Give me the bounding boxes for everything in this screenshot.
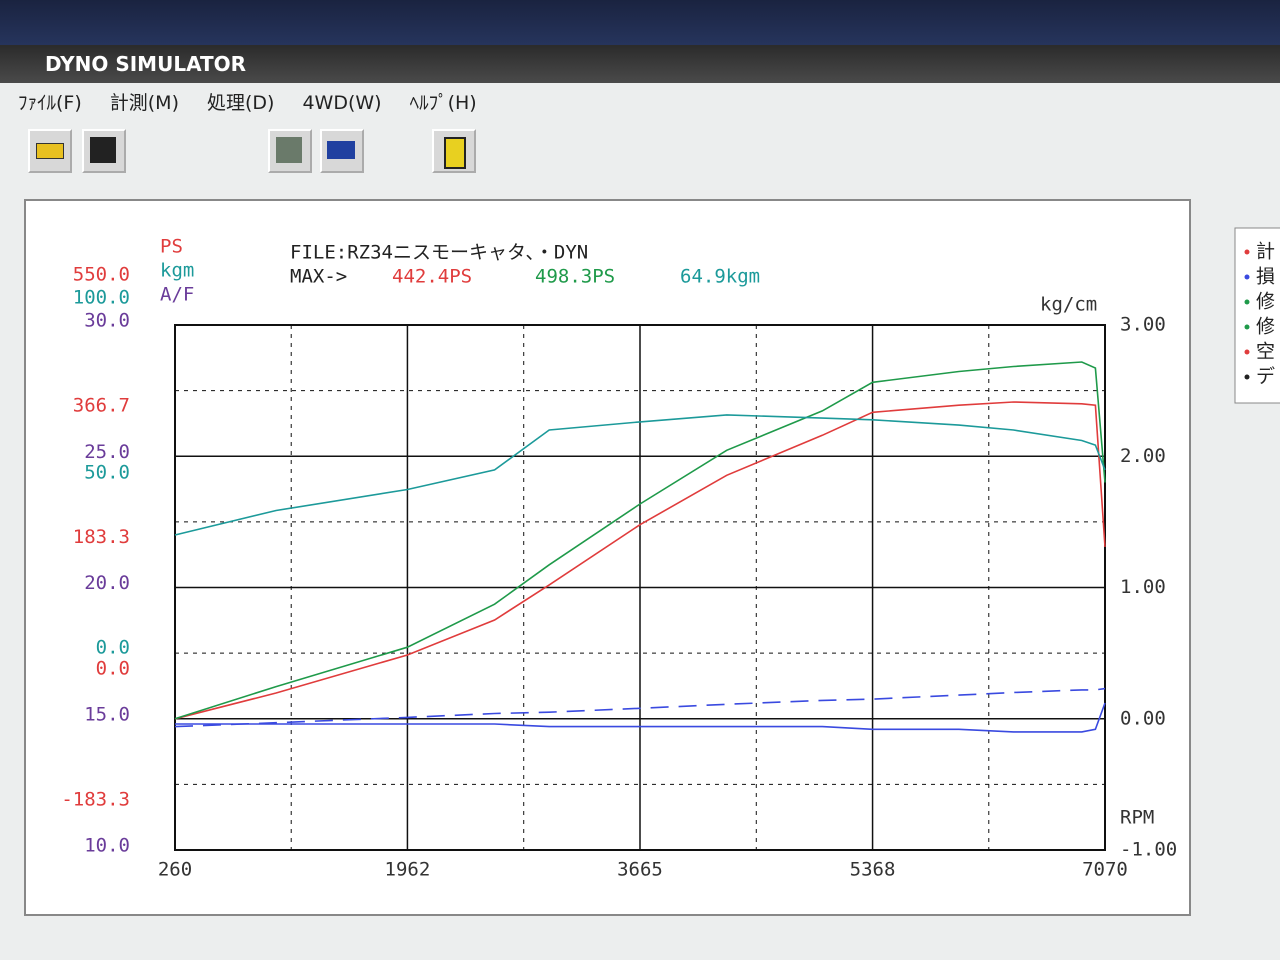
menu-item[interactable]: 処理(D) [206, 92, 275, 114]
list-bullet [1244, 274, 1250, 280]
menu-item[interactable]: 4WD(W) [302, 92, 382, 114]
x-tick-label: 1962 [385, 859, 431, 881]
y-tick-label: 10.0 [84, 835, 130, 857]
y2-tick-label: 0.00 [1120, 707, 1166, 729]
file-title: FILE:RZ34ニスモーキャタ、・DYN [290, 242, 588, 264]
y-tick-label: 0.0 [96, 657, 130, 679]
exit-button[interactable] [432, 129, 476, 173]
tool-button[interactable] [320, 129, 364, 173]
y-tick-label: 366.7 [73, 395, 130, 417]
toolbar [0, 123, 1280, 178]
series-line [174, 401, 1106, 720]
list-item: デ [1256, 366, 1275, 388]
axis-label: A/F [160, 284, 194, 306]
list-bullet [1244, 249, 1250, 255]
y-tick-label: 100.0 [73, 287, 130, 309]
menu-item[interactable]: ﾌｧｲﾙ(F) [18, 92, 82, 114]
y-tick-label: 50.0 [84, 462, 130, 484]
x-tick-label: 3665 [617, 859, 663, 881]
list-item: 修 [1256, 316, 1275, 338]
y-tick-label: 20.0 [84, 572, 130, 594]
list-item: 空 [1256, 341, 1275, 363]
y2-tick-label: -1.00 [1120, 839, 1177, 861]
y-tick-label: 25.0 [84, 441, 130, 463]
series-line [175, 702, 1106, 733]
save-button[interactable] [82, 129, 126, 173]
y-tick-label: 183.3 [73, 526, 130, 548]
list-item: 損 [1256, 266, 1275, 288]
side-panel [1234, 227, 1280, 404]
y-tick-label: 0.0 [96, 637, 130, 659]
x-tick-label: 7070 [1082, 859, 1128, 881]
title-bar: DYNO SIMULATOR [0, 45, 1280, 83]
series-line [174, 361, 1106, 720]
axis-label: kg/cm [1040, 294, 1097, 316]
list-item: 計 [1256, 241, 1275, 263]
open-button[interactable] [28, 129, 72, 173]
x-tick-label: 260 [158, 859, 192, 881]
tool-button[interactable] [268, 129, 312, 173]
axis-label: kgm [160, 260, 194, 282]
max-value: 64.9kgm [680, 266, 760, 288]
max-value: 442.4PS [392, 266, 472, 288]
menu-bar: ﾌｧｲﾙ(F) 計測(M) 処理(D) 4WD(W) ﾍﾙﾌﾟ(H) [0, 83, 1280, 123]
y-tick-label: 30.0 [84, 310, 130, 332]
window-title: DYNO SIMULATOR [45, 52, 247, 76]
y-tick-label: -183.3 [61, 789, 130, 811]
series-line [174, 414, 1106, 536]
list-bullet [1244, 374, 1250, 380]
menu-item[interactable]: 計測(M) [109, 92, 179, 114]
list-bullet [1244, 349, 1250, 355]
list-item: 修 [1256, 291, 1275, 313]
x-tick-label: 5368 [850, 859, 896, 881]
menu-item[interactable]: ﾍﾙﾌﾟ(H) [409, 92, 477, 114]
y-tick-label: 15.0 [84, 703, 130, 725]
list-bullet [1244, 324, 1250, 330]
y2-tick-label: 2.00 [1120, 445, 1166, 467]
series-line [174, 687, 1106, 728]
list-bullet [1244, 299, 1250, 305]
max-value: 498.3PS [535, 266, 615, 288]
y2-tick-label: 3.00 [1120, 314, 1166, 336]
y2-tick-label: 1.00 [1120, 576, 1166, 598]
axis-label: PS [160, 236, 183, 258]
max-label: MAX-> [290, 266, 347, 288]
x-axis-label: RPM [1120, 807, 1154, 829]
y-tick-label: 550.0 [73, 264, 130, 286]
